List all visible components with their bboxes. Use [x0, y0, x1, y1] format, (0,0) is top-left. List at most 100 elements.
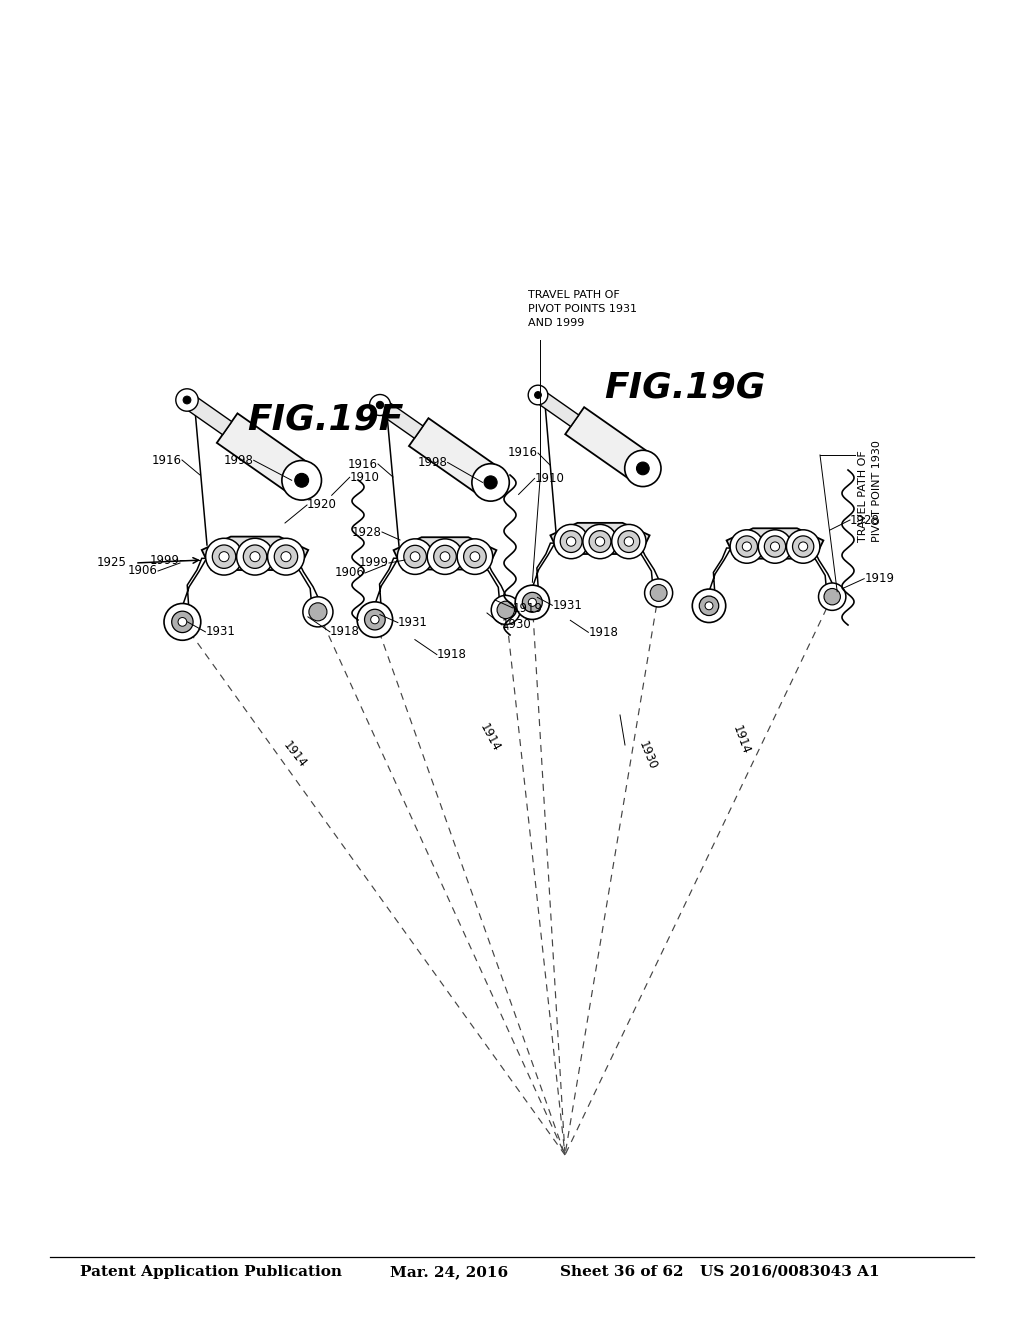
Text: FIG.19F: FIG.19F — [247, 403, 403, 437]
Circle shape — [764, 536, 785, 557]
Circle shape — [457, 539, 493, 574]
Circle shape — [309, 603, 327, 620]
Circle shape — [411, 552, 420, 561]
Circle shape — [303, 597, 333, 627]
Text: 1930: 1930 — [502, 619, 531, 631]
Polygon shape — [217, 413, 312, 495]
Polygon shape — [727, 528, 823, 558]
Polygon shape — [376, 399, 423, 438]
Polygon shape — [565, 407, 652, 482]
Text: 1925: 1925 — [97, 557, 127, 569]
Circle shape — [267, 539, 304, 576]
Circle shape — [492, 595, 520, 624]
Text: FIG.19G: FIG.19G — [604, 371, 766, 405]
Circle shape — [274, 545, 298, 569]
Circle shape — [730, 529, 764, 564]
Text: 1906: 1906 — [335, 566, 365, 579]
Polygon shape — [368, 558, 398, 624]
Circle shape — [617, 531, 640, 553]
Circle shape — [281, 552, 291, 562]
Circle shape — [528, 385, 548, 405]
Circle shape — [818, 583, 846, 610]
Polygon shape — [550, 523, 649, 554]
Text: 1999: 1999 — [150, 553, 180, 566]
Circle shape — [589, 531, 611, 553]
Circle shape — [759, 529, 792, 564]
Polygon shape — [810, 550, 837, 599]
Text: 1914: 1914 — [477, 722, 503, 754]
Polygon shape — [294, 562, 324, 615]
Circle shape — [566, 537, 575, 546]
Circle shape — [742, 543, 752, 550]
Circle shape — [250, 552, 260, 562]
Circle shape — [554, 524, 588, 558]
Polygon shape — [202, 537, 308, 570]
Circle shape — [164, 603, 201, 640]
Circle shape — [706, 602, 713, 610]
Circle shape — [464, 545, 486, 568]
Text: US 2016/0083043 A1: US 2016/0083043 A1 — [700, 1265, 880, 1279]
Text: 1910: 1910 — [349, 471, 380, 484]
Circle shape — [237, 539, 273, 576]
Polygon shape — [482, 561, 511, 614]
Text: TRAVEL PATH OF
PIVOT POINTS 1931
AND 1999: TRAVEL PATH OF PIVOT POINTS 1931 AND 199… — [528, 290, 637, 327]
Circle shape — [770, 543, 779, 550]
Text: 1998: 1998 — [418, 455, 447, 469]
Circle shape — [377, 401, 384, 409]
Text: 1928: 1928 — [352, 525, 382, 539]
Circle shape — [178, 618, 186, 626]
Circle shape — [434, 545, 457, 568]
Circle shape — [470, 552, 480, 561]
Polygon shape — [409, 418, 501, 496]
Circle shape — [212, 545, 236, 569]
Circle shape — [535, 392, 542, 399]
Circle shape — [472, 463, 509, 502]
Circle shape — [484, 477, 497, 488]
Circle shape — [282, 461, 322, 500]
Text: 1919: 1919 — [864, 572, 894, 585]
Circle shape — [650, 585, 667, 602]
Text: 1931: 1931 — [398, 616, 428, 630]
Circle shape — [799, 543, 808, 550]
Text: TRAVEL PATH OF
PIVOT POINT 1930: TRAVEL PATH OF PIVOT POINT 1930 — [858, 440, 882, 543]
Circle shape — [528, 598, 537, 606]
Circle shape — [515, 585, 550, 619]
Text: 1916: 1916 — [348, 458, 378, 470]
Text: 1918: 1918 — [437, 648, 467, 661]
Circle shape — [522, 593, 543, 612]
Text: 1919: 1919 — [513, 602, 543, 615]
Circle shape — [440, 552, 450, 561]
Circle shape — [595, 537, 605, 546]
Text: 1920: 1920 — [307, 499, 337, 511]
Text: 1914: 1914 — [730, 723, 753, 756]
Text: 1918: 1918 — [589, 626, 618, 639]
Circle shape — [244, 545, 266, 569]
Text: Patent Application Publication: Patent Application Publication — [80, 1265, 342, 1279]
Text: 1918: 1918 — [330, 626, 359, 639]
Circle shape — [427, 539, 463, 574]
Circle shape — [583, 524, 617, 558]
Circle shape — [645, 579, 673, 607]
Circle shape — [692, 589, 726, 623]
Text: 1998: 1998 — [224, 454, 254, 467]
Circle shape — [206, 539, 243, 576]
Circle shape — [625, 450, 662, 487]
Polygon shape — [525, 543, 555, 606]
Text: 1914: 1914 — [281, 739, 309, 771]
Circle shape — [371, 615, 379, 624]
Text: Mar. 24, 2016: Mar. 24, 2016 — [390, 1265, 508, 1279]
Circle shape — [183, 396, 190, 404]
Polygon shape — [182, 393, 231, 434]
Circle shape — [611, 524, 646, 558]
Text: 1999: 1999 — [359, 557, 389, 569]
Circle shape — [370, 395, 390, 416]
Text: 1916: 1916 — [508, 446, 538, 459]
Circle shape — [497, 601, 514, 619]
Text: 1928: 1928 — [850, 513, 880, 527]
Text: Sheet 36 of 62: Sheet 36 of 62 — [560, 1265, 683, 1279]
Text: 1930: 1930 — [636, 739, 659, 771]
Polygon shape — [393, 537, 497, 569]
Polygon shape — [534, 389, 579, 426]
Circle shape — [560, 531, 582, 553]
Text: 1931: 1931 — [206, 626, 236, 639]
